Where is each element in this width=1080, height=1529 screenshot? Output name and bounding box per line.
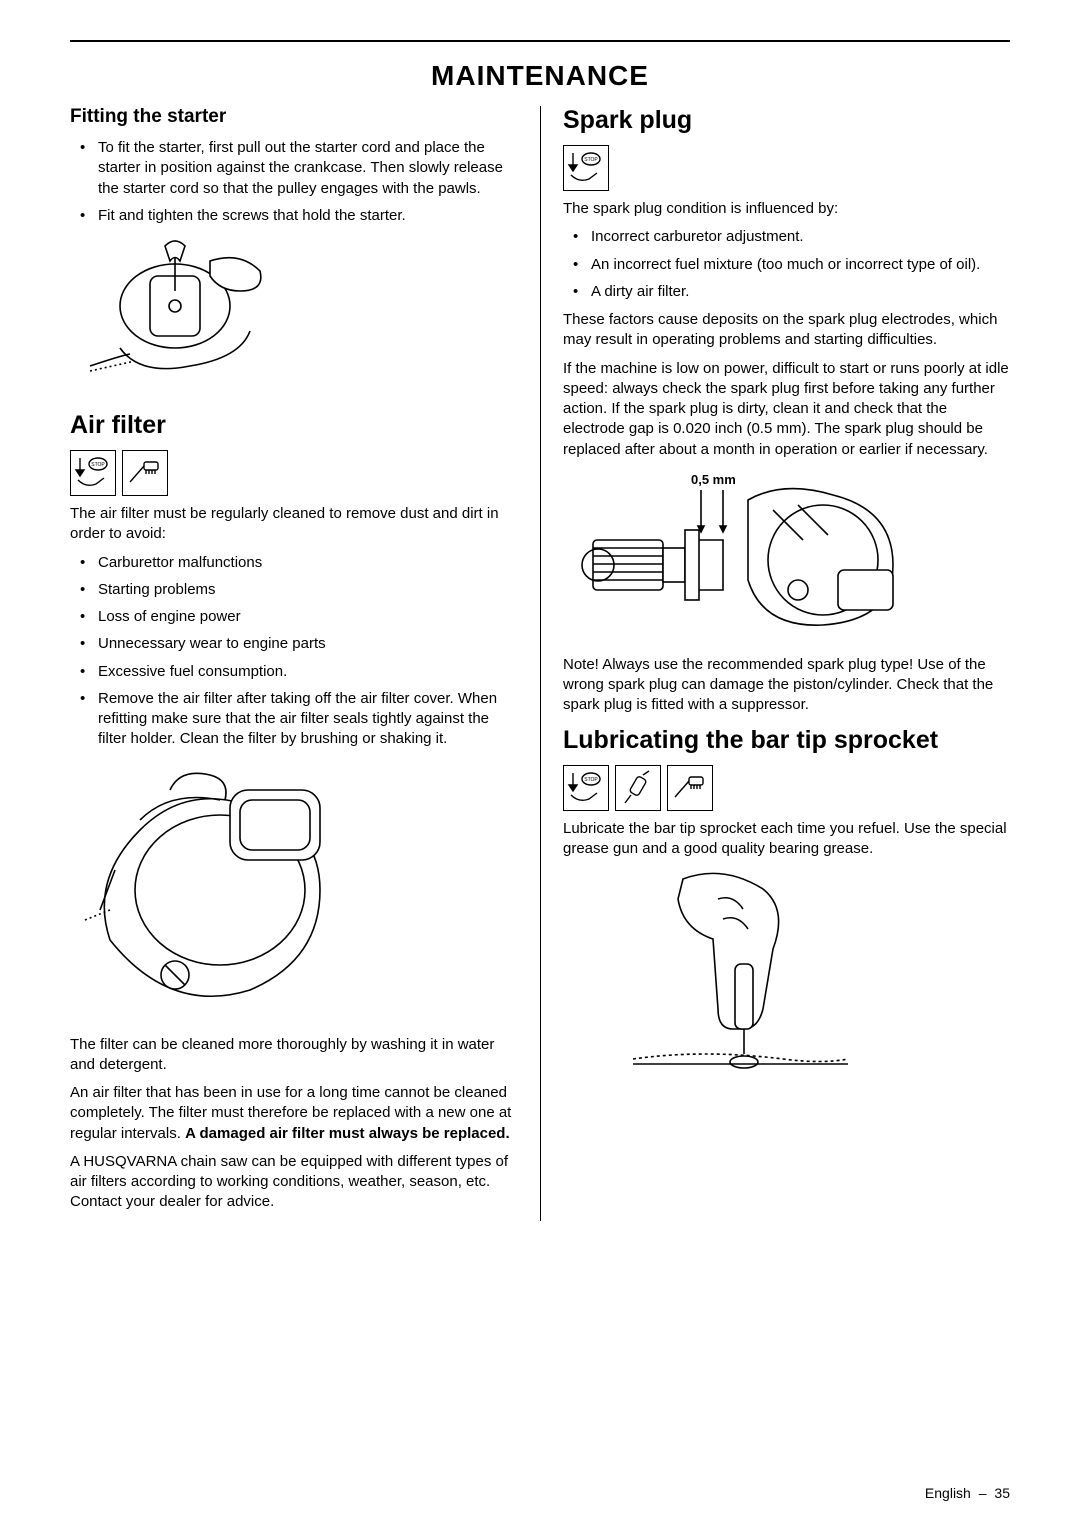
icon-row-lube: STOP — [563, 765, 1010, 811]
list-item: Loss of engine power — [70, 607, 518, 627]
air-p2: An air filter that has been in use for a… — [70, 1083, 518, 1144]
two-column-layout: Fitting the starter To fit the starter, … — [70, 106, 1010, 1221]
right-column: Spark plug STOP The spark plug condition… — [540, 106, 1010, 1221]
stop-icon: STOP — [563, 765, 609, 811]
stop-icon: STOP — [563, 145, 609, 191]
icon-row-spark: STOP — [563, 145, 1010, 191]
top-rule — [70, 40, 1010, 42]
heading-lubricating: Lubricating the bar tip sprocket — [563, 726, 1010, 755]
list-item: To fit the starter, first pull out the s… — [70, 138, 518, 199]
list-item: A dirty air filter. — [563, 282, 1010, 302]
air-intro: The air filter must be regularly cleaned… — [70, 504, 518, 545]
heading-spark-plug: Spark plug — [563, 106, 1010, 135]
air-p3: A HUSQVARNA chain saw can be equipped wi… — [70, 1152, 518, 1213]
heading-air-filter: Air filter — [70, 411, 518, 440]
page-footer: English – 35 — [925, 1485, 1010, 1501]
spark-intro: The spark plug condition is influenced b… — [563, 199, 1010, 219]
spark-bullets: Incorrect carburetor adjustment. An inco… — [563, 227, 1010, 302]
air-bullets: Carburettor malfunctions Starting proble… — [70, 553, 518, 750]
list-item: Unnecessary wear to engine parts — [70, 634, 518, 654]
figure-spark-plug: 0,5 mm — [573, 470, 1010, 645]
left-column: Fitting the starter To fit the starter, … — [70, 106, 540, 1221]
icon-row-air: STOP — [70, 450, 518, 496]
list-item: An incorrect fuel mixture (too much or i… — [563, 255, 1010, 275]
page-title: MAINTENANCE — [70, 60, 1010, 92]
footer-page-number: 35 — [994, 1485, 1010, 1501]
grease-gun-icon — [615, 765, 661, 811]
list-item: Incorrect carburetor adjustment. — [563, 227, 1010, 247]
lube-p1: Lubricate the bar tip sprocket each time… — [563, 819, 1010, 860]
spark-note: Note! Always use the recommended spark p… — [563, 655, 1010, 716]
heading-fitting-starter: Fitting the starter — [70, 106, 518, 128]
list-item: Excessive fuel consumption. — [70, 662, 518, 682]
brush-icon — [122, 450, 168, 496]
list-item: Fit and tighten the screws that hold the… — [70, 206, 518, 226]
figure-lubricating — [623, 869, 1010, 1084]
figure-air-filter — [80, 760, 518, 1025]
brush-icon — [667, 765, 713, 811]
fitting-bullets: To fit the starter, first pull out the s… — [70, 138, 518, 226]
list-item: Starting problems — [70, 580, 518, 600]
gap-label: 0,5 mm — [691, 472, 736, 487]
air-p1: The filter can be cleaned more thoroughl… — [70, 1035, 518, 1076]
footer-dash: – — [979, 1485, 987, 1501]
stop-icon: STOP — [70, 450, 116, 496]
text-bold: A damaged air filter must always be repl… — [185, 1125, 510, 1142]
list-item: Carburettor malfunctions — [70, 553, 518, 573]
list-item: Remove the air filter after taking off t… — [70, 689, 518, 750]
svg-text:STOP: STOP — [584, 157, 598, 163]
spark-p1: These factors cause deposits on the spar… — [563, 310, 1010, 351]
svg-text:STOP: STOP — [584, 777, 598, 783]
figure-fitting-starter — [80, 236, 518, 401]
footer-lang: English — [925, 1485, 971, 1501]
spark-p2: If the machine is low on power, difficul… — [563, 359, 1010, 460]
svg-text:STOP: STOP — [91, 462, 105, 468]
